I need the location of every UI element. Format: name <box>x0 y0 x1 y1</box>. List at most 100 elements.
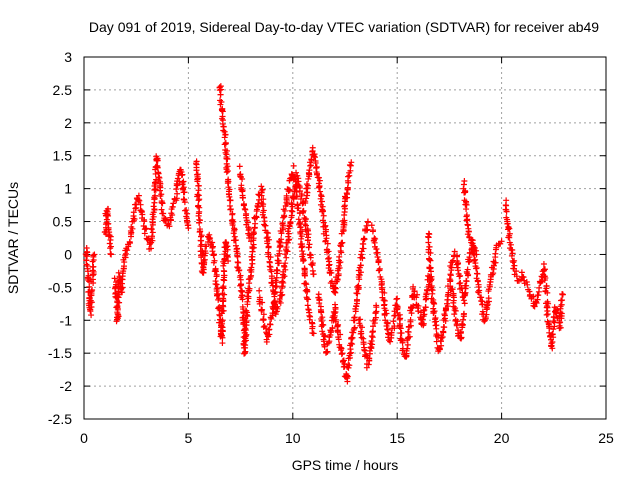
data-point <box>464 222 471 229</box>
data-point <box>149 233 156 240</box>
plot-frame <box>83 56 607 420</box>
data-point <box>232 237 239 244</box>
data-point <box>351 314 358 321</box>
data-point <box>167 216 174 223</box>
data-point <box>242 325 249 332</box>
data-point <box>479 301 486 308</box>
data-point <box>148 226 155 233</box>
data-point <box>154 157 161 164</box>
data-point <box>357 262 364 269</box>
data-point <box>520 274 527 281</box>
data-point <box>397 315 404 322</box>
data-point <box>371 320 378 327</box>
data-point <box>536 284 543 291</box>
y-tick-label: -1 <box>60 312 73 328</box>
data-point <box>361 346 368 353</box>
data-point <box>223 169 230 176</box>
data-point <box>119 273 126 280</box>
data-point <box>339 239 346 246</box>
data-point <box>559 297 566 304</box>
data-point <box>324 240 331 247</box>
data-point <box>280 279 287 286</box>
data-point <box>214 285 221 292</box>
data-point <box>121 263 128 270</box>
data-point <box>326 261 333 268</box>
data-point <box>458 320 465 327</box>
data-point <box>288 207 295 214</box>
data-point <box>259 203 266 210</box>
data-point <box>410 303 417 310</box>
data-point <box>301 272 308 279</box>
data-point <box>296 188 303 195</box>
y-tick-label: 1 <box>64 181 72 197</box>
data-point <box>285 233 292 240</box>
data-point <box>185 225 192 232</box>
data-point <box>241 350 248 357</box>
data-point <box>456 280 463 287</box>
data-point <box>281 263 288 270</box>
data-point <box>556 319 563 326</box>
y-tick-label: 2.5 <box>53 82 73 98</box>
data-point <box>180 189 187 196</box>
data-point <box>224 167 231 174</box>
data-point <box>498 238 505 245</box>
data-point <box>169 212 176 219</box>
data-point <box>308 156 315 163</box>
data-point <box>351 324 358 331</box>
data-point <box>346 362 353 369</box>
data-point <box>548 342 555 349</box>
data-point <box>139 211 146 218</box>
data-point <box>420 307 427 314</box>
data-point <box>195 187 202 194</box>
data-point <box>383 310 390 317</box>
data-point <box>505 224 512 231</box>
data-point <box>239 194 246 201</box>
data-point <box>431 300 438 307</box>
data-point <box>336 253 343 260</box>
data-point <box>229 211 236 218</box>
y-tick-label: 0.5 <box>53 214 73 230</box>
data-point <box>143 225 150 232</box>
data-point <box>241 341 248 348</box>
data-point <box>504 220 511 227</box>
data-point <box>312 159 319 166</box>
data-point <box>203 243 210 250</box>
data-point <box>485 295 492 302</box>
y-tick-label: -1.5 <box>48 345 72 361</box>
data-point <box>369 328 376 335</box>
data-point <box>513 273 520 280</box>
data-point <box>463 278 470 285</box>
data-point <box>404 341 411 348</box>
data-point <box>307 251 314 258</box>
data-point <box>263 229 270 236</box>
data-point <box>457 328 464 335</box>
data-point <box>446 276 453 283</box>
data-point <box>399 339 406 346</box>
data-point <box>375 259 382 266</box>
data-point <box>543 285 550 292</box>
data-point <box>366 355 373 362</box>
data-point <box>106 232 113 239</box>
data-point <box>196 196 203 203</box>
data-point <box>318 318 325 325</box>
data-point <box>105 212 112 219</box>
data-point <box>275 257 282 264</box>
data-point <box>158 191 165 198</box>
data-point <box>126 238 133 245</box>
data-point <box>281 207 288 214</box>
data-point <box>524 281 531 288</box>
data-point <box>314 170 321 177</box>
data-point <box>369 228 376 235</box>
data-point <box>487 279 494 286</box>
data-point <box>174 175 181 182</box>
data-point <box>415 302 422 309</box>
data-point <box>381 289 388 296</box>
data-point <box>269 312 276 319</box>
data-point <box>305 175 312 182</box>
data-point <box>544 311 551 318</box>
data-point <box>357 269 364 276</box>
data-point <box>283 254 290 261</box>
data-point <box>285 188 292 195</box>
data-point <box>349 334 356 341</box>
